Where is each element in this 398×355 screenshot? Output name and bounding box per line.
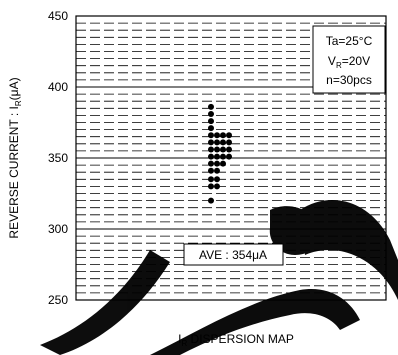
data-point bbox=[226, 132, 232, 139]
data-point bbox=[214, 160, 220, 167]
data-point bbox=[214, 132, 220, 139]
condition-ta: Ta=25°C bbox=[326, 34, 373, 48]
condition-vr: VR=20V bbox=[328, 54, 370, 70]
average-label: AVE : 354μA bbox=[199, 248, 267, 262]
y-axis-label: REVERSE CURRENT : IR(μA) bbox=[7, 77, 23, 238]
data-point bbox=[214, 146, 220, 153]
data-point bbox=[208, 160, 214, 167]
data-point bbox=[208, 153, 214, 160]
conditions-box: Ta=25°C VR=20V n=30pcs bbox=[312, 25, 386, 94]
data-point bbox=[208, 183, 214, 190]
data-point bbox=[214, 139, 220, 146]
y-tick-label: 450 bbox=[48, 9, 68, 23]
data-point bbox=[208, 167, 214, 174]
data-point bbox=[220, 139, 226, 146]
data-point bbox=[214, 176, 220, 183]
data-point bbox=[220, 160, 226, 167]
x-axis-label: IR DISPERSION MAP bbox=[178, 332, 294, 348]
plot-frame bbox=[75, 15, 387, 301]
data-point bbox=[214, 153, 220, 160]
data-point bbox=[226, 139, 232, 146]
y-tick-label: 400 bbox=[48, 80, 68, 94]
data-point bbox=[214, 167, 220, 174]
y-axis-ticks: 250 300 350 400 450 bbox=[48, 9, 68, 307]
y-tick-label: 300 bbox=[48, 222, 68, 236]
data-point bbox=[208, 176, 214, 183]
data-point bbox=[226, 146, 232, 153]
data-point bbox=[208, 197, 214, 204]
data-point bbox=[208, 103, 214, 110]
data-point bbox=[220, 132, 226, 139]
data-point bbox=[208, 139, 214, 146]
data-point bbox=[220, 153, 226, 160]
data-point bbox=[208, 132, 214, 139]
data-point bbox=[214, 183, 220, 190]
data-point bbox=[220, 146, 226, 153]
y-tick-label: 250 bbox=[48, 293, 68, 307]
data-point bbox=[208, 118, 214, 125]
data-point bbox=[208, 110, 214, 117]
condition-n: n=30pcs bbox=[326, 73, 372, 87]
watermark bbox=[40, 200, 398, 355]
data-point bbox=[208, 146, 214, 153]
data-points bbox=[208, 103, 232, 204]
data-point bbox=[208, 125, 214, 132]
data-point bbox=[226, 153, 232, 160]
average-box: AVE : 354μA bbox=[183, 243, 284, 266]
y-tick-label: 350 bbox=[48, 151, 68, 165]
